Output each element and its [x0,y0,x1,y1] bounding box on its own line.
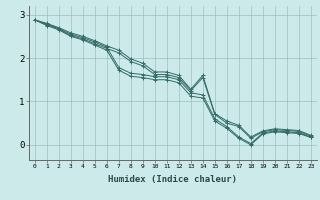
X-axis label: Humidex (Indice chaleur): Humidex (Indice chaleur) [108,175,237,184]
